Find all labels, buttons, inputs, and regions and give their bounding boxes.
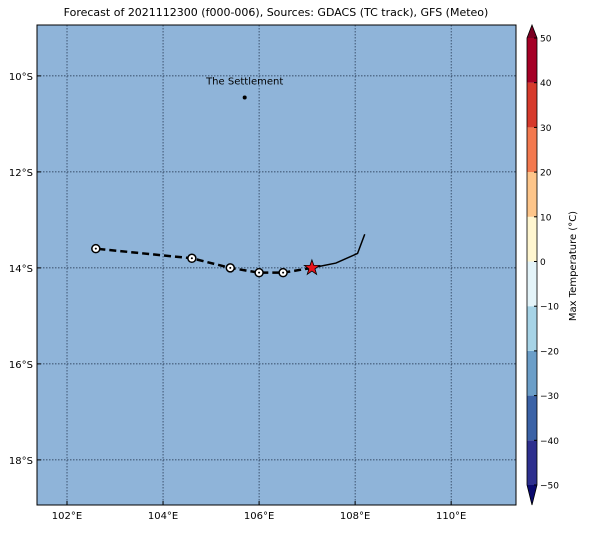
y-tick-label: 10°S — [9, 72, 33, 83]
forecast-point-center — [229, 266, 232, 269]
colorbar-label: Max Temperature (°C) — [568, 211, 579, 321]
colorbar-band — [527, 306, 537, 351]
y-tick-label: 18°S — [9, 456, 33, 467]
x-tick-label: 110°E — [436, 511, 466, 522]
x-tick-label: 102°E — [52, 511, 82, 522]
colorbar-tick-label: −40 — [540, 437, 559, 447]
x-tick-label: 108°E — [340, 511, 370, 522]
colorbar-band — [527, 216, 537, 262]
colorbar-tick-label: −20 — [540, 347, 559, 357]
y-tick-label: 14°S — [9, 264, 33, 275]
place-label: The Settlement — [205, 76, 283, 87]
colorbar-tick-label: −50 — [540, 482, 559, 492]
colorbar-band — [527, 350, 537, 396]
colorbar-band — [527, 38, 537, 83]
place-dot — [242, 95, 247, 100]
x-tick-label: 104°E — [148, 511, 178, 522]
ocean — [37, 25, 516, 505]
colorbar-band — [527, 261, 537, 307]
title: Forecast of 2021112300 (f000-006), Sourc… — [64, 6, 489, 19]
map-frame — [36, 24, 517, 506]
current-position — [303, 258, 321, 276]
colorbar-band — [527, 440, 537, 485]
colorbar-tick-label: 30 — [540, 124, 552, 134]
colorbar-tick-label: −30 — [540, 392, 559, 402]
forecast-track — [95, 247, 313, 274]
colorbar-tick-label: −10 — [540, 303, 559, 313]
colorbar-band — [527, 395, 537, 441]
x-tick-label: 106°E — [244, 511, 274, 522]
colorbar-over — [527, 25, 537, 38]
colorbar-under — [527, 485, 537, 505]
colorbar-tick-label: 40 — [540, 79, 552, 89]
y-tick-label: 12°S — [9, 168, 33, 179]
y-tick-label: 16°S — [9, 360, 33, 371]
colorbar-tick-label: 0 — [540, 258, 546, 268]
forecast-point-center — [282, 271, 285, 274]
observed-track — [311, 234, 366, 269]
colorbar-band — [527, 82, 537, 128]
forecast-point-center — [190, 257, 193, 260]
colorbar-band — [527, 172, 537, 217]
colorbar-tick-label: 50 — [540, 35, 552, 45]
colorbar-tick-label: 20 — [540, 169, 552, 179]
forecast-point-center — [258, 271, 261, 274]
colorbar-band — [527, 127, 537, 173]
colorbar-tick-label: 10 — [540, 213, 552, 223]
forecast-point-center — [94, 247, 97, 250]
